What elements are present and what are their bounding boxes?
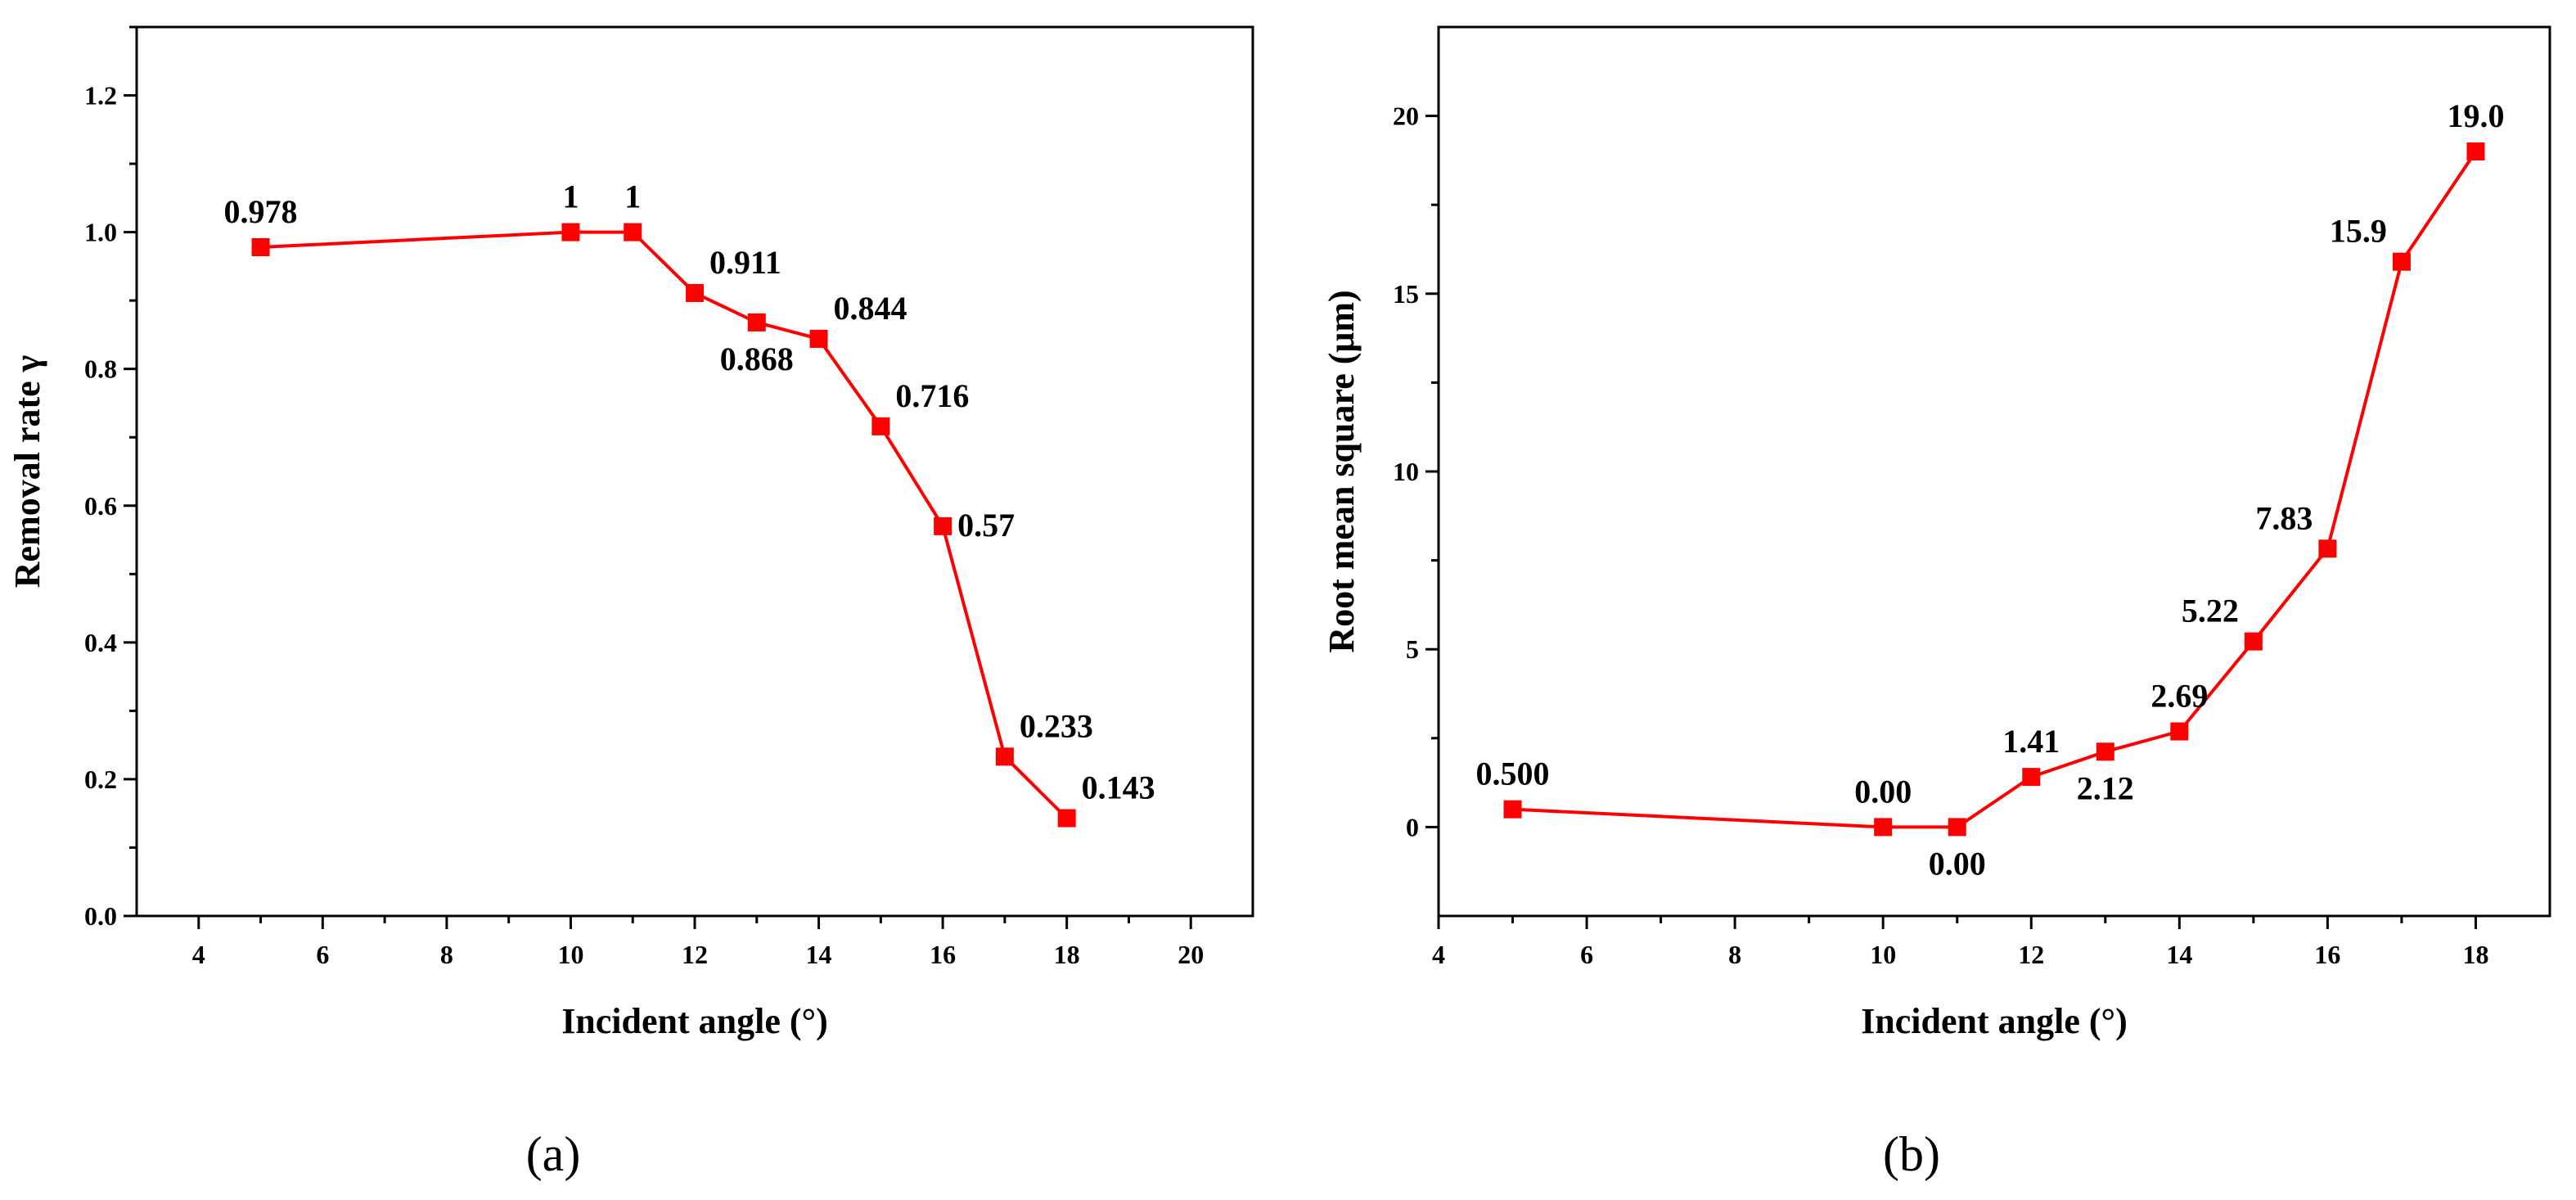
series-line [260,230,1069,819]
x-tick-label: 8 [1728,940,1741,969]
data-label: 2.12 [2077,769,2134,806]
data-point [1874,818,1893,837]
y-tick-label: 0 [1406,812,1419,841]
data-point [871,417,890,435]
x-tick-label: 20 [1178,940,1204,969]
y-axis-title: Root mean square (μm) [1322,290,1362,652]
data-label: 0.00 [1929,845,1986,882]
x-tick-label: 18 [2462,940,2488,969]
data-point [995,747,1014,766]
data-label: 5.22 [2182,593,2239,629]
data-label: 0.868 [720,341,794,377]
x-tick-label: 10 [1870,940,1896,969]
y-tick-label: 5 [1406,634,1419,664]
data-label: 0.978 [224,193,298,230]
data-point [747,313,766,332]
data-label: 0.716 [895,377,969,414]
data-point [2244,632,2263,651]
y-tick-label: 0.2 [84,765,117,794]
data-point [686,283,704,302]
data-label: 0.911 [709,244,781,281]
data-label: 0.844 [834,290,907,327]
x-tick-label: 4 [1432,940,1445,969]
panel-label: (a) [526,1127,581,1181]
x-axis-title: Incident angle (°) [561,1001,828,1041]
y-axis-title: Removal rate γ [7,355,47,588]
data-label: 1.41 [2002,723,2060,760]
y-tick-label: 0.6 [84,491,117,521]
x-tick-label: 12 [682,940,708,969]
data-label: 1 [624,178,641,215]
data-point [1057,809,1076,828]
x-tick-label: 6 [1580,940,1593,969]
chart-a: 4 6 8 10 12 14 16 18 20 0.0 0.2 0.4 0.6 0.8 1.0 1.2 Inci… [7,25,1254,1181]
data-point [2022,768,2041,787]
x-tick-label: 6 [316,940,329,969]
data-point [2096,742,2114,761]
data-label: 2.69 [2150,678,2208,715]
x-tick-label: 18 [1054,940,1080,969]
y-tick-label: 0.4 [84,628,117,657]
data-label: 0.143 [1082,769,1155,806]
data-point [624,223,642,241]
data-point [2318,539,2337,558]
x-tick-label: 8 [440,940,453,969]
x-tick-label: 14 [806,940,832,969]
data-point [2170,722,2189,741]
data-label: 15.9 [2330,213,2387,250]
y-tick-label: 1.2 [84,81,117,111]
data-point [1948,818,1966,837]
x-tick-label: 12 [2018,940,2044,969]
data-label: 0.00 [1854,773,1912,810]
x-tick-label: 10 [557,940,583,969]
chart-b: 4 6 8 10 12 14 16 18 0 5 10 15 20 Incident angle (°) R… [1322,25,2551,1181]
y-tick-label: 0.0 [84,901,117,931]
data-point [1503,800,1522,819]
x-tick-label: 14 [2166,940,2192,969]
data-point [561,223,580,241]
y-tick-label: 15 [1393,279,1419,309]
data-label: 0.233 [1020,707,1093,744]
x-tick-label: 16 [930,940,956,969]
y-tick-label: 10 [1393,457,1419,486]
y-tick-label: 20 [1393,102,1419,131]
data-label: 1 [562,178,579,215]
data-point [809,329,828,348]
x-axis-title: Incident angle (°) [1861,1001,2128,1041]
data-point [2466,142,2485,161]
data-label: 19.0 [2447,97,2504,134]
data-label: 0.500 [1476,756,1550,792]
data-point [251,237,270,256]
series-line [1512,150,2478,829]
data-label: 7.83 [2255,499,2313,536]
x-tick-label: 16 [2314,940,2340,969]
panel-label: (b) [1883,1127,1940,1181]
x-tick-label: 4 [192,940,205,969]
y-tick-label: 1.0 [84,218,117,247]
y-tick-label: 0.8 [84,354,117,384]
data-label: 0.57 [957,507,1015,544]
data-point [934,517,952,535]
data-point [2392,252,2411,271]
plot-frame [1437,25,2551,918]
